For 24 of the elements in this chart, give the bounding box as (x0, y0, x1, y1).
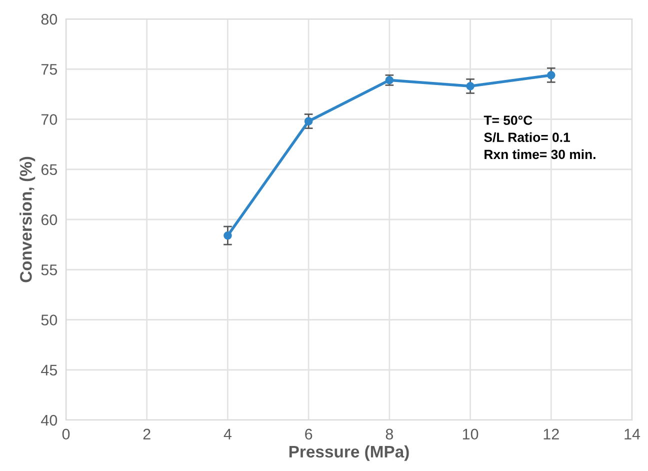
y-tick-label: 75 (41, 64, 58, 75)
point (304, 117, 313, 126)
y-tick-label: 65 (41, 164, 58, 176)
y-axis-title: Conversion, (%) (20, 156, 36, 282)
x-tick-label: 6 (305, 428, 312, 440)
x-axis-title: Pressure (MPa) (289, 445, 409, 461)
annotation: T= 50°C S/L Ratio= 0.1 Rxn time= 30 min. (484, 116, 596, 160)
y-tick-label: 55 (41, 264, 58, 276)
y-tick-label: 45 (41, 364, 58, 376)
point (466, 82, 474, 90)
y-tick-label: 70 (41, 114, 58, 125)
x-tick-label: 0 (62, 428, 70, 440)
x-tick-label: 14 (624, 428, 640, 440)
point (224, 231, 232, 240)
y-tick-label: 80 (41, 14, 58, 25)
x-tick-label: 4 (224, 428, 232, 440)
y-tick-label: 60 (41, 214, 58, 226)
y-tick-label: 40 (41, 414, 58, 426)
y-tick-label: 50 (41, 314, 58, 326)
x-tick-label: 10 (462, 428, 478, 440)
x-tick-label: 2 (143, 428, 150, 440)
point (546, 70, 556, 80)
x-tick-label: 12 (544, 428, 559, 440)
x-tick-label: 8 (386, 428, 394, 440)
